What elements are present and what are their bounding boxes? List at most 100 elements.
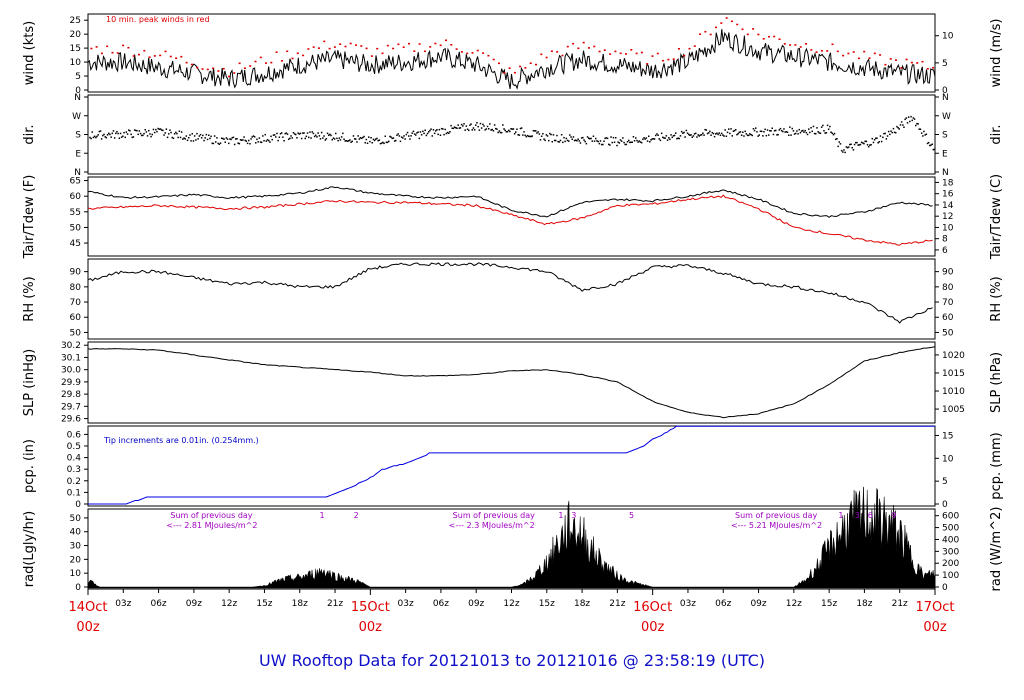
dir-point xyxy=(756,131,758,133)
dir-point xyxy=(286,133,289,135)
dir-point xyxy=(253,136,256,138)
dir-point xyxy=(506,130,509,133)
rad-daily-sum-value: <--- 2.3 MJoules/m^2 xyxy=(449,521,535,530)
wind-peak-point xyxy=(355,44,357,46)
wind-peak-point xyxy=(365,47,368,50)
dir-point xyxy=(416,132,418,134)
dir-point xyxy=(200,137,203,139)
dir-point xyxy=(112,130,115,132)
dir-point xyxy=(799,131,802,134)
tair-series-line xyxy=(87,186,933,218)
wind-peak-point xyxy=(360,45,363,47)
dir-point xyxy=(412,130,415,133)
x-day-label: 16Oct xyxy=(633,600,672,615)
rad-daily-sum-title: Sum of previous day xyxy=(453,511,535,520)
dir-point xyxy=(100,138,103,140)
rad-right-tick-label: 200 xyxy=(942,559,959,569)
dir-point xyxy=(319,138,322,140)
dir-point xyxy=(733,129,736,132)
dir-point xyxy=(280,132,283,134)
dir-point xyxy=(872,141,875,144)
dir-point xyxy=(595,137,597,140)
wind-peak-point xyxy=(190,63,193,66)
dir-point xyxy=(198,135,201,137)
dir-point xyxy=(470,123,472,125)
wind-peak-point xyxy=(138,53,140,56)
dir-point xyxy=(628,139,630,142)
dir-point xyxy=(197,138,199,140)
x-tick-label: 18z xyxy=(574,599,590,609)
dir-point xyxy=(96,135,98,138)
dir-point xyxy=(373,139,376,142)
slp-left-tick-label: 29.6 xyxy=(61,415,81,425)
dir-point xyxy=(202,134,204,137)
wind-peak-point xyxy=(259,56,262,59)
dir-point xyxy=(297,132,299,134)
wind-peak-point xyxy=(212,67,215,70)
dir-point xyxy=(809,131,811,134)
dir-point xyxy=(311,131,313,133)
dir-point xyxy=(896,125,898,128)
x-tick-label: 12z xyxy=(786,599,802,609)
dir-point xyxy=(262,135,264,137)
dir-point xyxy=(812,125,815,128)
dir-point xyxy=(217,142,219,145)
x-tick-label: 06z xyxy=(433,599,449,609)
dir-point xyxy=(586,136,589,138)
dir-point xyxy=(592,135,595,137)
dir-point xyxy=(849,143,851,146)
dir-point xyxy=(568,140,570,142)
dir-point xyxy=(713,135,716,138)
wind-peak-point xyxy=(143,49,146,52)
dir-point xyxy=(408,135,410,137)
dir-point xyxy=(697,134,699,136)
dir-point xyxy=(903,126,905,128)
wind-peak-point xyxy=(619,52,622,55)
dir-point xyxy=(723,135,725,137)
wind-peak-point xyxy=(794,44,797,46)
dir-point xyxy=(638,140,641,142)
dir-point xyxy=(110,136,112,138)
wind-left-tick-label: 5 xyxy=(75,72,81,82)
dir-point xyxy=(598,142,601,145)
dir-point xyxy=(272,134,275,136)
dir-point xyxy=(649,141,651,143)
dir-point xyxy=(116,130,118,133)
dir-point xyxy=(479,122,482,125)
dir-point xyxy=(190,140,192,142)
dir-point xyxy=(453,126,456,128)
dir-right-tick-label: N xyxy=(942,168,949,178)
wind-peak-point xyxy=(487,54,490,57)
wind-peak-point xyxy=(392,47,395,50)
dir-point xyxy=(920,132,923,134)
dir-point xyxy=(176,132,178,135)
dir-point xyxy=(420,134,423,136)
dir-point xyxy=(210,135,212,138)
dir-point xyxy=(235,138,237,140)
dir-point xyxy=(496,128,498,130)
dir-point xyxy=(349,139,351,141)
rh-left-tick-label: 80 xyxy=(70,283,82,293)
rad-mark: 3 xyxy=(855,511,860,520)
dir-point xyxy=(893,131,896,134)
dir-point xyxy=(357,135,359,137)
wind-peak-point xyxy=(550,50,553,52)
dir-point xyxy=(538,133,541,135)
wind-peak-point xyxy=(635,52,638,55)
dir-point xyxy=(466,128,469,130)
dir-point xyxy=(873,139,876,141)
x-day-label: 15Oct xyxy=(351,600,390,615)
wind-peak-point xyxy=(773,35,776,38)
dir-point xyxy=(826,124,829,127)
dir-point xyxy=(852,149,855,151)
dir-point xyxy=(499,131,502,134)
dir-point xyxy=(778,129,780,131)
dir-point xyxy=(739,131,742,133)
dir-point xyxy=(870,144,872,146)
dir-point xyxy=(833,132,836,135)
dir-point xyxy=(883,132,885,135)
dir-point xyxy=(810,127,812,129)
dir-point xyxy=(784,131,786,133)
dir-point xyxy=(275,136,277,138)
dir-point xyxy=(683,131,685,134)
